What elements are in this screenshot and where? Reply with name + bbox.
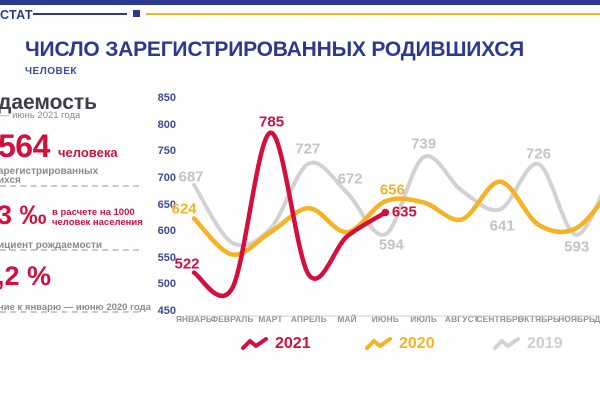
point-label-2021-635: 635 [391, 203, 417, 221]
sidebar-divider [0, 185, 139, 187]
y-axis-tick-750: 750 [157, 145, 176, 158]
y-axis-tick-600: 600 [157, 225, 176, 238]
series-line-2019 [192, 154, 600, 248]
point-label-2019-593: 593 [564, 238, 590, 256]
point-label-2019-727: 727 [295, 140, 321, 158]
legend-label-2020: 2020 [399, 335, 435, 352]
header-blue-rule [33, 13, 127, 15]
legend-line-icon-2019 [493, 337, 520, 350]
point-label-2021-785: 785 [259, 113, 285, 131]
y-axis-tick-500: 500 [157, 278, 176, 291]
point-label-2019-726: 726 [525, 145, 551, 163]
x-axis-label-10: ОКТЯБРЬ [517, 314, 560, 324]
point-label-2019-687: 687 [178, 168, 204, 186]
sidebar-heading-fragment: даемость [0, 91, 98, 114]
stat-rate-value: 3 ‰ [0, 200, 47, 230]
stat-births-caption-line1: арегистрированных [0, 166, 99, 177]
legend-item-2020: 2020 [365, 335, 435, 353]
x-axis-label-11: НОЯБРЬ [558, 314, 596, 324]
stat-rate-caption: ициент рождаемости [0, 240, 103, 251]
page-title: ЧИСЛО ЗАРЕГИСТРИРОВАННЫХ РОДИВШИХСЯ [25, 38, 525, 61]
stat-births-unit: человека [58, 145, 118, 160]
point-label-2019-594: 594 [378, 236, 404, 254]
point-label-2019-641: 641 [489, 217, 515, 235]
header-square-marker [133, 10, 140, 17]
point-label-2021-522: 522 [174, 255, 200, 273]
stat-change-caption: ние к январю — июню 2020 года [0, 302, 151, 313]
x-axis-label-1: ЯНВАРЬ [175, 314, 213, 324]
series-end-dot-2021 [381, 208, 390, 217]
point-label-2020-624: 624 [171, 200, 197, 218]
point-label-2019-739: 739 [411, 135, 437, 153]
stat-change-value: ,2 % [0, 261, 52, 291]
y-axis-tick-700: 700 [157, 171, 176, 184]
x-axis-label-3: МАРТ [258, 314, 283, 324]
stat-rate-note-line1: в расчете на 1000 [52, 207, 135, 218]
stat-rate-note-line2: человек населения [52, 217, 143, 228]
x-axis-label-5: МАЙ [337, 314, 357, 324]
legend-label-2019: 2019 [527, 335, 563, 352]
stat-births-value: 564 [0, 128, 50, 164]
x-axis-label-9: СЕНТЯБРЬ [476, 314, 524, 324]
y-axis-tick-550: 550 [157, 251, 176, 264]
y-axis-tick-650: 650 [157, 198, 176, 211]
series-line-2020 [191, 179, 600, 257]
y-axis-tick-800: 800 [157, 118, 176, 131]
legend-item-2019: 2019 [493, 335, 563, 353]
sidebar-divider [0, 311, 139, 313]
point-label-2019-672: 672 [337, 170, 363, 188]
x-axis-label-8: АВГУСТ [444, 314, 479, 324]
legend-label-2021: 2021 [275, 335, 311, 352]
y-axis-tick-850: 850 [157, 92, 176, 104]
sidebar-period-fragment: — июнь 2021 года [0, 110, 81, 121]
x-axis-label-12: ДЕКАБРЬ [594, 314, 600, 324]
legend-line-icon-2020 [365, 337, 392, 350]
x-axis-label-7: ИЮЛЬ [410, 314, 437, 324]
sidebar-divider [0, 249, 139, 251]
logo-text-fragment: СТАТ [0, 8, 33, 22]
x-axis-label-2: ФЕВРАЛЬ [210, 314, 254, 324]
stat-births-caption-line2: ихся [0, 175, 21, 186]
point-label-2020-656: 656 [379, 181, 405, 199]
x-axis-label-4: АПРЕЛЬ [290, 314, 327, 324]
y-axis-tick-450: 450 [157, 305, 176, 317]
legend-line-icon-2021 [241, 337, 268, 350]
header-yellow-rule [146, 13, 600, 15]
page-subtitle: ЧЕЛОВЕК [25, 66, 77, 77]
legend-item-2021: 2021 [241, 335, 311, 353]
top-accent-bar [0, 0, 600, 5]
series-line-2021 [191, 130, 388, 299]
x-axis-label-6: ИЮНЬ [371, 314, 399, 324]
